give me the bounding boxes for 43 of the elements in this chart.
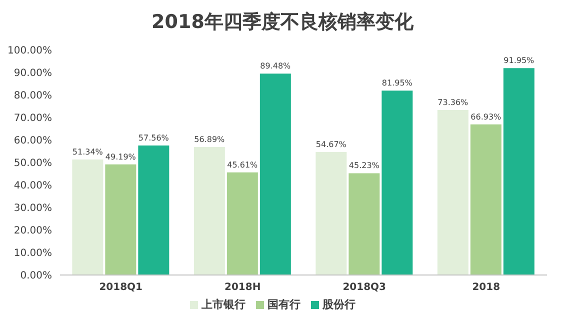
data-label: 89.48%	[260, 62, 292, 71]
data-label: 54.67%	[316, 140, 347, 149]
bar	[226, 172, 258, 275]
data-label: 45.61%	[227, 160, 258, 170]
y-tick-label: 30.00%	[14, 203, 52, 214]
bar	[437, 110, 468, 275]
bar	[138, 145, 170, 275]
y-tick-label: 20.00%	[14, 226, 52, 237]
y-tick-label: 100.00%	[8, 46, 52, 57]
y-tick-label: 10.00%	[14, 248, 52, 260]
y-tick-label: 40.00%	[14, 180, 52, 192]
x-tick-label: 2018Q3	[342, 282, 386, 294]
x-tick-label: 2018	[472, 282, 500, 294]
data-label: 49.19%	[105, 152, 136, 162]
x-tick-label: 2018Q1	[99, 282, 143, 294]
data-label: 81.95%	[382, 78, 413, 88]
bar	[72, 159, 104, 275]
data-label: 66.93%	[470, 112, 502, 122]
bar	[382, 90, 413, 275]
legend-label: 股份行	[322, 298, 356, 311]
data-label: 57.56%	[138, 133, 170, 142]
chart-title: 2018年四季度不良核销率变化	[150, 10, 414, 35]
x-tick-label: 2018H	[224, 282, 261, 294]
legend-label: 上市银行	[202, 298, 246, 311]
data-label: 45.23%	[348, 161, 380, 170]
bar	[316, 152, 347, 275]
y-tick-label: 0.00%	[20, 270, 52, 282]
y-tick-label: 80.00%	[14, 90, 52, 102]
bar	[503, 68, 534, 275]
bar	[105, 164, 136, 275]
y-tick-label: 70.00%	[14, 113, 52, 124]
y-tick-label: 90.00%	[14, 68, 52, 80]
y-tick-label: 60.00%	[14, 136, 52, 147]
bar	[470, 124, 502, 275]
legend-label: 国有行	[268, 298, 300, 311]
data-label: 51.34%	[72, 147, 104, 156]
bar	[348, 173, 380, 275]
bar	[260, 74, 291, 275]
bar	[194, 147, 225, 275]
y-tick-label: 50.00%	[14, 158, 52, 170]
data-label: 56.89%	[194, 134, 226, 144]
data-label: 91.95%	[504, 56, 535, 66]
data-label: 73.36%	[438, 98, 469, 107]
